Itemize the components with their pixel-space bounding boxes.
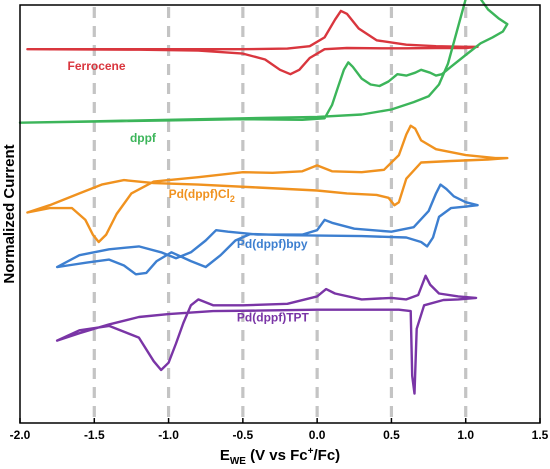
x-axis-title-sup: + bbox=[308, 446, 314, 457]
series-label-main-2: Pd(dppf)Cl bbox=[169, 187, 230, 201]
x-axis-title-rest: (V vs Fc bbox=[246, 447, 308, 464]
x-axis-title-end: /Fc) bbox=[314, 447, 341, 464]
x-tick-label-0: -2.0 bbox=[10, 428, 31, 442]
series-label-main-1: dppf bbox=[130, 131, 157, 145]
series-line-0 bbox=[26, 9, 479, 76]
x-tick-label-6: 1.0 bbox=[457, 428, 474, 442]
dashed-grid-lines bbox=[92, 7, 468, 421]
series-label-4: Pd(dppf)TPT bbox=[237, 310, 310, 324]
series-label-3: Pd(dppf)bpy bbox=[237, 237, 308, 251]
series-group bbox=[18, 0, 509, 395]
series-label-sub-2: 2 bbox=[230, 194, 235, 204]
x-axis-title-sub: WE bbox=[230, 456, 246, 467]
series-labels: Ferrocene dppf Pd(dppf)Cl2 Pd(dppf)bpy Pd(dp… bbox=[68, 59, 310, 325]
plot-frame bbox=[19, 4, 541, 424]
x-tick-label-1: -1.5 bbox=[84, 428, 105, 442]
x-axis-ticks: -2.0 -1.5 -1.0 -0.5 0.0 0.5 1.0 1.5 bbox=[10, 418, 549, 442]
x-tick-label-7: 1.5 bbox=[532, 428, 549, 442]
series-label-main-4: Pd(dppf)TPT bbox=[237, 310, 310, 324]
series-line-3 bbox=[55, 183, 479, 276]
x-tick-label-4: 0.0 bbox=[309, 428, 326, 442]
x-axis-title-main: E bbox=[220, 447, 230, 464]
x-axis-title: EWE (V vs Fc+/Fc) bbox=[220, 446, 340, 467]
y-axis-title: Normalized Current bbox=[1, 144, 18, 283]
series-label-1: dppf bbox=[130, 131, 157, 145]
x-tick-label-2: -1.0 bbox=[158, 428, 179, 442]
series-label-main-3: Pd(dppf)bpy bbox=[237, 237, 308, 251]
series-label-2: Pd(dppf)Cl2 bbox=[169, 187, 235, 204]
series-label-0: Ferrocene bbox=[68, 59, 126, 73]
x-tick-label-3: -0.5 bbox=[233, 428, 254, 442]
series-line-1 bbox=[18, 0, 509, 124]
series-label-main-0: Ferrocene bbox=[68, 59, 126, 73]
series-line-2 bbox=[26, 124, 509, 244]
x-tick-label-5: 0.5 bbox=[383, 428, 400, 442]
series-line-4 bbox=[55, 274, 478, 395]
